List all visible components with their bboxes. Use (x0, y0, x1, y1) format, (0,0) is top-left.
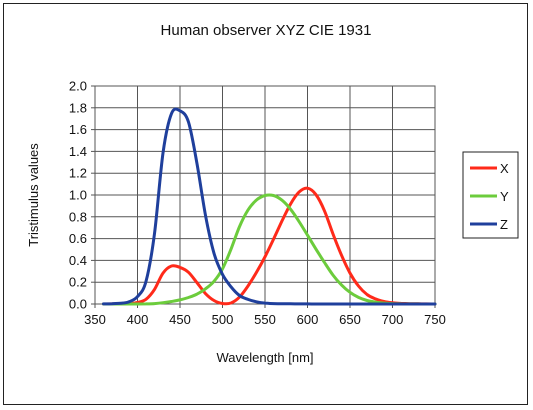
legend-label-z: Z (500, 217, 508, 232)
x-tick-label: 550 (254, 312, 276, 327)
series-lines (102, 107, 437, 306)
y-tick-label: 1.6 (69, 122, 87, 137)
y-tick-label: 1.0 (69, 188, 87, 203)
y-tick-label: 0.2 (69, 275, 87, 290)
legend-label-x: X (500, 161, 509, 176)
y-tick-label: 2.0 (69, 79, 87, 94)
y-tick-label: 1.2 (69, 166, 87, 181)
chart-title: Human observer XYZ CIE 1931 (161, 22, 372, 39)
series-line-z (102, 107, 437, 306)
x-tick-label: 700 (382, 312, 404, 327)
y-tick-label: 1.8 (69, 100, 87, 115)
x-tick-label: 350 (84, 312, 106, 327)
y-tick-label: 0.4 (69, 253, 87, 268)
y-tick-labels: 0.0 0.2 0.4 0.6 0.8 1.0 1.2 1.4 1.6 1.8 2.0 (69, 79, 87, 312)
y-tick-label: 0.0 (69, 297, 87, 312)
series-line-x (102, 186, 437, 306)
x-tick-label: 750 (424, 312, 446, 327)
legend-label-y: Y (500, 189, 509, 204)
x-tick-label: 650 (339, 312, 361, 327)
y-tick-label: 1.4 (69, 144, 87, 159)
x-tick-label: 450 (169, 312, 191, 327)
y-axis-label: Tristimulus values (26, 143, 41, 247)
y-tick-label: 0.8 (69, 209, 87, 224)
x-tick-label: 400 (127, 312, 149, 327)
y-tick-label: 0.6 (69, 231, 87, 246)
legend: XYZ (462, 151, 519, 239)
x-axis-label: Wavelength [nm] (216, 350, 313, 365)
x-tick-label: 600 (297, 312, 319, 327)
x-tick-labels: 350 400 450 500 550 600 650 700 750 (84, 312, 446, 327)
x-tick-label: 500 (212, 312, 234, 327)
